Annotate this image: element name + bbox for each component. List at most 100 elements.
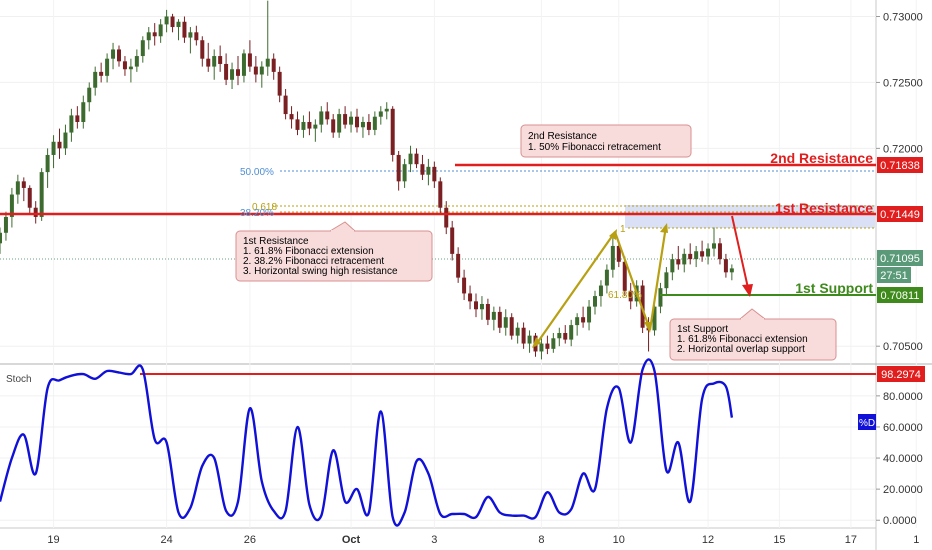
stoch-legend-text: %D <box>859 418 875 429</box>
candle-body <box>265 58 270 67</box>
candle-body <box>402 164 407 182</box>
stoch-tick-label: 0.0000 <box>883 515 917 527</box>
candle-body <box>176 21 181 28</box>
candle-body <box>206 58 211 67</box>
candle-body <box>652 306 657 331</box>
time-tick-label: 17 <box>845 534 857 546</box>
candle-body <box>117 49 121 62</box>
price-tag-text: 0.71449 <box>880 209 920 221</box>
callout-line: 1. 61.8% Fibonacci extension <box>677 334 808 345</box>
candle-body <box>717 243 722 260</box>
candle-body <box>414 153 419 165</box>
price-tag-1st-support: 0.70811 <box>877 287 923 303</box>
candle-body <box>581 317 586 323</box>
candle-body <box>188 32 193 38</box>
candle-body <box>259 66 264 75</box>
candle-body <box>200 40 205 59</box>
candle-body <box>105 58 110 76</box>
candle-body <box>122 61 127 70</box>
time-tick-label: 26 <box>244 534 256 546</box>
candle-body <box>21 181 26 188</box>
time-tick-label: 24 <box>160 534 172 546</box>
candle-body <box>289 114 294 120</box>
price-tag-bg <box>877 206 923 222</box>
callout-line: 2. Horizontal overlap support <box>677 344 805 355</box>
stoch-legend[interactable]: %D <box>858 414 876 430</box>
projection-arrow-head <box>742 284 753 297</box>
candle-body <box>247 53 252 67</box>
candle-body <box>134 56 139 67</box>
candle-body <box>390 108 395 155</box>
callout-1st-resistance[interactable]: 1st Resistance 1. 61.8% Fibonacci extens… <box>235 221 433 282</box>
candle-body <box>545 343 550 349</box>
price-tick-label: 0.73000 <box>883 11 923 23</box>
candle-body <box>688 253 693 260</box>
stoch-tick-label: 20.0000 <box>883 484 923 496</box>
candle-body <box>378 111 383 117</box>
candle-body <box>569 325 574 340</box>
fibonacci-drawing[interactable] <box>532 223 668 348</box>
candle-body <box>598 285 603 297</box>
price-tag-text: 0.71095 <box>880 253 920 265</box>
fib-382-label: 38.20% <box>240 208 274 219</box>
candle-body <box>69 115 74 133</box>
stoch-axis[interactable]: 80.0000 60.0000 40.0000 20.0000 0.0000 <box>876 391 923 527</box>
fib-1-label: 1 <box>620 224 626 235</box>
candle-body <box>218 56 223 64</box>
candle-body <box>140 40 145 57</box>
candle-body <box>729 268 734 273</box>
price-axis[interactable]: 0.73000 0.72500 0.72000 0.70500 <box>876 11 923 353</box>
stoch-max-tag: 98.2974 <box>877 366 925 382</box>
candle-body <box>610 245 615 270</box>
candle-body <box>468 293 473 302</box>
stoch-max-tag-bg <box>877 366 925 382</box>
fib-leg-1 <box>534 231 616 347</box>
candle-body <box>551 338 556 349</box>
1st-support-label: 1st Support <box>795 280 873 296</box>
candle-body <box>182 21 187 38</box>
candle-body <box>712 243 716 249</box>
candle-body <box>0 232 2 244</box>
countdown-text: 27:51 <box>880 270 908 282</box>
candle-body <box>372 116 377 130</box>
callout-2nd-resistance[interactable]: 2nd Resistance 1. 50% Fibonacci retracem… <box>520 124 692 158</box>
candle-body <box>164 16 169 25</box>
candle-body <box>521 327 526 344</box>
candle-body <box>194 32 199 41</box>
callout-title: 2nd Resistance <box>528 131 597 142</box>
candle-body <box>3 216 8 233</box>
candle-body <box>593 296 597 307</box>
time-tick-label: 1 <box>913 534 919 546</box>
candle-body <box>111 49 116 59</box>
price-tick-label: 0.70500 <box>883 341 923 353</box>
candle-body <box>277 71 282 96</box>
callout-line: 1. 50% Fibonacci retracement <box>528 142 661 153</box>
callout-1st-support[interactable]: 1st Support 1. 61.8% Fibonacci extension… <box>669 308 837 361</box>
price-tag-current: 0.71095 <box>877 250 923 266</box>
price-tick-label: 0.72500 <box>883 77 923 89</box>
candle-body <box>575 317 580 326</box>
time-tick-label: 19 <box>47 534 59 546</box>
candle-body <box>27 187 32 208</box>
candle-body <box>616 245 621 262</box>
candle-body <box>152 32 157 37</box>
candle-body <box>509 317 514 336</box>
candle-body <box>670 259 675 273</box>
candle-body <box>515 327 520 336</box>
candle-body <box>658 288 663 307</box>
candle-body <box>170 16 175 28</box>
candle-body <box>158 24 163 37</box>
callout-line: 3. Horizontal swing high resistance <box>243 266 398 277</box>
time-axis[interactable]: 19 24 26 Oct 3 8 10 12 15 17 1 <box>47 534 919 546</box>
candle-body <box>295 119 300 130</box>
candle-body <box>355 116 359 128</box>
candle-body <box>497 311 502 328</box>
candle-body <box>230 69 235 80</box>
candle-body <box>81 102 86 122</box>
fib-50-label: 50.00% <box>240 167 274 178</box>
fib-arrow-head <box>644 322 652 333</box>
candle-body <box>99 71 104 76</box>
candle-body <box>479 303 484 310</box>
stoch-max-tag-text: 98.2974 <box>881 369 921 381</box>
candle-body <box>224 63 229 80</box>
